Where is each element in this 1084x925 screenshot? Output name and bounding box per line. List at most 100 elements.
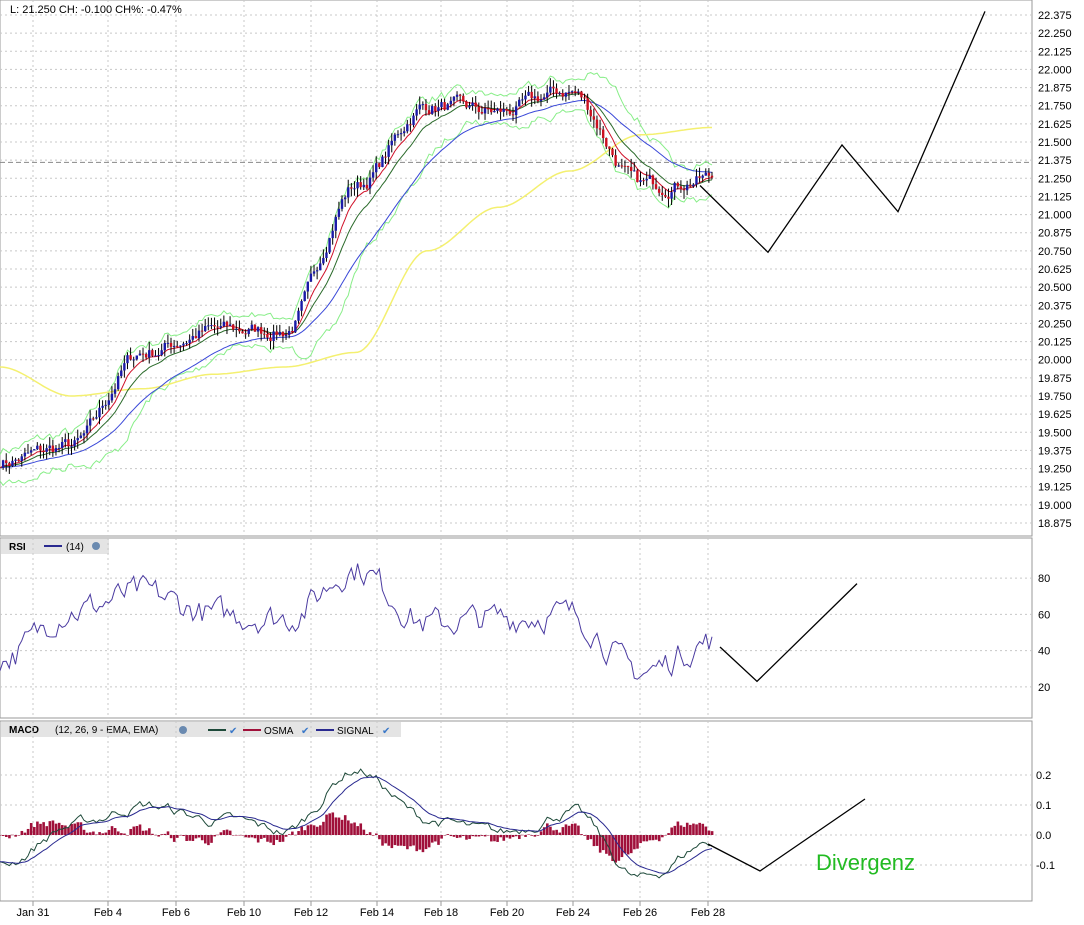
candle xyxy=(670,192,673,199)
candle xyxy=(278,331,282,335)
osma-bar xyxy=(98,832,101,835)
candle xyxy=(138,353,142,356)
osma-bar xyxy=(480,835,484,836)
x-tick-label: Feb 6 xyxy=(162,907,190,919)
candle xyxy=(297,310,300,321)
candle xyxy=(589,109,592,117)
osma-bar xyxy=(564,824,568,835)
candle xyxy=(356,182,359,189)
candle xyxy=(586,98,589,110)
settings-icon[interactable] xyxy=(92,542,100,550)
osma-bar xyxy=(402,835,406,847)
osma-bar xyxy=(5,835,8,838)
osma-bar xyxy=(23,832,27,835)
candle xyxy=(384,156,387,158)
bollinger-lower-line xyxy=(0,109,713,487)
candle xyxy=(129,355,132,360)
price-tick-label: 19.875 xyxy=(1038,373,1072,385)
candle xyxy=(219,326,222,328)
osma-bar xyxy=(297,831,300,835)
osma-bar xyxy=(256,835,260,843)
candle xyxy=(667,196,670,199)
candle xyxy=(98,407,101,418)
osma-bar xyxy=(514,835,518,837)
candle xyxy=(477,106,481,112)
osma-legend-label: OSMA xyxy=(264,726,294,737)
candle xyxy=(704,172,707,176)
candle xyxy=(689,184,692,187)
candle xyxy=(676,183,679,187)
candle xyxy=(614,155,617,166)
candle xyxy=(502,109,505,112)
candle xyxy=(449,100,453,105)
candle xyxy=(601,129,605,138)
rsi-projection-line xyxy=(719,583,858,683)
candle xyxy=(396,134,400,136)
candle xyxy=(350,187,353,189)
candle xyxy=(657,188,661,193)
candle xyxy=(85,425,89,434)
candle xyxy=(430,106,434,114)
osma-bar xyxy=(350,823,353,835)
candle xyxy=(95,417,98,419)
osma-bar xyxy=(39,823,42,835)
osma-bar xyxy=(614,835,618,863)
check-icon[interactable]: ✔ xyxy=(382,726,390,737)
osma-bar xyxy=(617,835,621,861)
candle xyxy=(272,331,275,342)
osma-bar xyxy=(378,835,381,840)
osma-bar xyxy=(325,814,328,835)
price-projection-line xyxy=(699,11,986,254)
candle xyxy=(160,350,163,356)
candle xyxy=(225,321,229,326)
check-icon[interactable]: ✔ xyxy=(301,726,309,737)
price-tick-label: 20.500 xyxy=(1038,282,1072,294)
price-tick-label: 19.375 xyxy=(1038,445,1072,457)
price-tick-label: 19.625 xyxy=(1038,409,1072,421)
candle xyxy=(508,110,512,115)
check-icon[interactable]: ✔ xyxy=(229,726,237,737)
osma-bar xyxy=(499,835,502,838)
macd-legend-box xyxy=(1,722,401,737)
osma-bar xyxy=(163,833,167,835)
sma-long-line xyxy=(0,126,712,397)
candle xyxy=(104,404,107,406)
price-tick-label: 19.250 xyxy=(1038,464,1072,476)
settings-icon[interactable] xyxy=(179,726,187,734)
rsi-params: (14) xyxy=(66,542,84,553)
candle xyxy=(530,91,533,99)
osma-bar xyxy=(0,835,2,836)
osma-bar xyxy=(126,835,129,836)
candle xyxy=(284,334,288,337)
candle xyxy=(480,111,484,114)
osma-bar xyxy=(396,835,400,846)
osma-bar xyxy=(375,833,378,835)
osma-bar xyxy=(598,835,602,853)
osma-bar xyxy=(172,835,176,842)
osma-bar xyxy=(331,812,335,835)
candle xyxy=(505,109,508,111)
price-tick-label: 18.875 xyxy=(1038,518,1072,530)
candle xyxy=(200,330,204,332)
candle xyxy=(564,92,568,97)
osma-bar xyxy=(110,826,114,835)
candle xyxy=(406,124,409,132)
candle xyxy=(238,328,241,332)
osma-bar xyxy=(312,825,316,835)
candle xyxy=(36,445,39,450)
candle xyxy=(452,96,456,101)
bollinger-upper-line xyxy=(0,72,713,456)
candle xyxy=(427,110,431,114)
osma-bar xyxy=(409,835,412,847)
candle xyxy=(573,91,577,93)
osma-bar xyxy=(116,831,120,835)
candle xyxy=(337,208,341,217)
candle xyxy=(552,86,555,89)
osma-bar xyxy=(384,835,387,844)
osma-bar xyxy=(393,835,397,846)
osma-bar xyxy=(583,835,586,836)
osma-bar xyxy=(620,835,624,858)
osma-bar xyxy=(390,835,394,849)
candle xyxy=(421,104,425,106)
macd-params: (12, 26, 9 - EMA, EMA) xyxy=(55,725,158,736)
